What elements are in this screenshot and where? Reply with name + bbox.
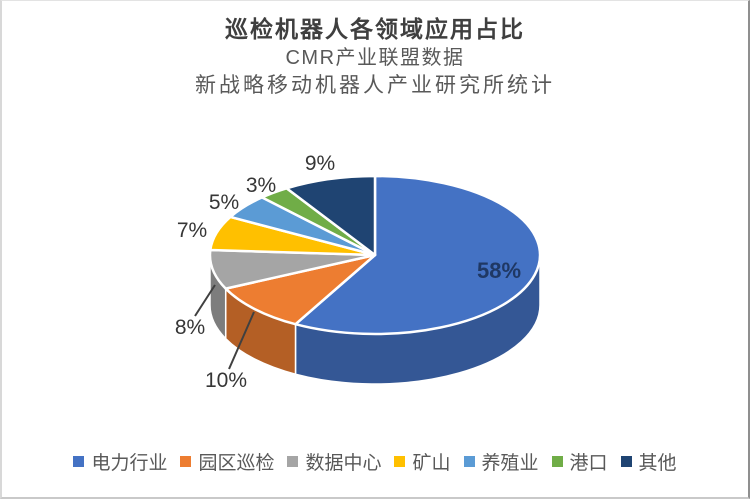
chart-subtitle-line2: 新战略移动机器人产业研究所统计: [195, 74, 555, 97]
legend-label-1: 园区巡检: [198, 453, 275, 474]
pie-label-2: 8%: [175, 316, 205, 339]
chart-legend: 电力行业 园区巡检 数据中心 矿山 养殖业 港口 其他: [2, 448, 748, 475]
legend-label-0: 电力行业: [91, 453, 168, 474]
legend-label-3: 矿山: [412, 453, 451, 474]
legend-label-5: 港口: [569, 453, 608, 474]
pie-slice-0: [294, 174, 542, 336]
legend-swatch-0: [73, 456, 85, 467]
chart-title-block: 巡检机器人各领域应用占比 CMR产业联盟数据 新战略移动机器人产业研究所统计: [2, 13, 748, 100]
legend-label-6: 其他: [638, 453, 677, 474]
legend-item-0: 电力行业: [73, 448, 167, 475]
legend-swatch-6: [620, 456, 632, 467]
pie-label-3: 7%: [177, 219, 207, 242]
pie-label-6: 9%: [305, 152, 335, 175]
pie-label-0: 58%: [477, 258, 521, 283]
legend-swatch-1: [180, 456, 192, 467]
legend-item-3: 矿山: [394, 448, 451, 475]
chart-subtitle-line1: CMR产业联盟数据: [285, 47, 465, 69]
legend-swatch-3: [394, 456, 406, 467]
legend-item-5: 港口: [551, 448, 608, 475]
legend-item-6: 其他: [620, 448, 677, 475]
legend-label-4: 养殖业: [481, 453, 539, 474]
legend-swatch-5: [551, 456, 563, 467]
leader-line-2: [194, 284, 216, 317]
legend-item-2: 数据中心: [287, 448, 381, 475]
chart-title: 巡检机器人各领域应用占比: [225, 16, 525, 42]
pie-slice-1: [224, 253, 377, 326]
legend-item-1: 园区巡检: [180, 448, 274, 475]
pie-label-4: 5%: [209, 191, 239, 214]
pie-slice-6: [285, 174, 377, 257]
leader-line-1: [228, 311, 255, 370]
legend-item-4: 养殖业: [463, 448, 539, 475]
pie-label-1: 10%: [205, 369, 247, 392]
legend-swatch-2: [287, 456, 299, 467]
pie-label-5: 3%: [246, 174, 276, 197]
legend-swatch-4: [463, 456, 475, 467]
legend-label-2: 数据中心: [305, 453, 382, 474]
